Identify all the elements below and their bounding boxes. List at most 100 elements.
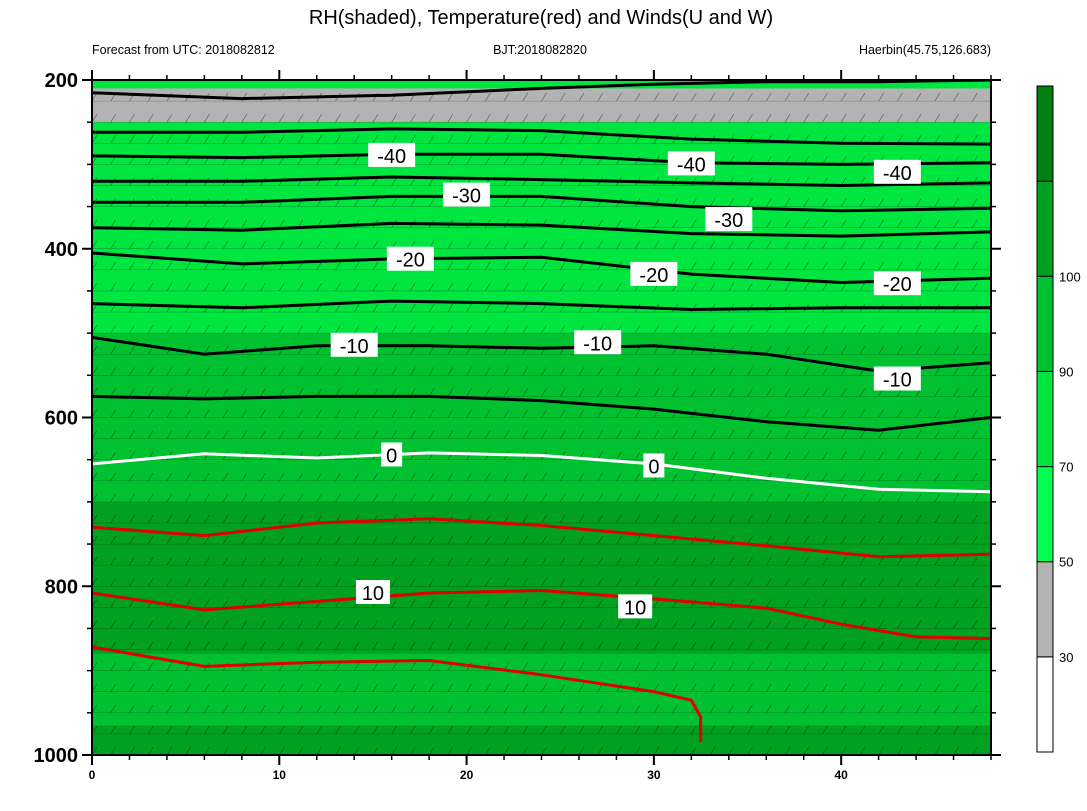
wind-barb	[410, 746, 416, 755]
wind-barb	[353, 198, 360, 207]
wind-barb	[616, 219, 622, 228]
wind-barb	[859, 662, 866, 671]
wind-barb	[391, 725, 397, 735]
x-tick-label: 10	[273, 768, 287, 782]
wind-barb	[316, 556, 323, 566]
wind-barb	[428, 282, 435, 292]
wind-barb	[803, 240, 809, 249]
wind-barb	[934, 725, 941, 735]
wind-barb	[672, 493, 678, 503]
wind-barb	[485, 493, 491, 503]
wind-barb	[934, 282, 941, 292]
wind-barb	[222, 556, 229, 566]
wind-barb	[728, 578, 735, 587]
wind-barb	[915, 535, 922, 545]
wind-barb	[822, 367, 828, 376]
wind-barb	[279, 430, 285, 439]
wind-barb	[147, 261, 154, 271]
wind-barb	[428, 156, 435, 165]
wind-barb	[447, 430, 454, 439]
wind-barb	[316, 662, 323, 671]
wind-barb	[185, 409, 191, 418]
wind-barb	[803, 219, 809, 228]
wind-barb	[765, 514, 772, 524]
wind-barb	[353, 430, 360, 439]
wind-barb	[972, 92, 978, 102]
wind-barb	[522, 556, 529, 566]
wind-barb	[747, 641, 753, 650]
wind-barb	[316, 324, 323, 334]
wind-barb	[485, 114, 491, 123]
wind-barb	[840, 198, 847, 207]
wind-barb	[915, 704, 922, 713]
wind-barb	[222, 578, 229, 587]
wind-barb	[578, 430, 585, 439]
wind-barb	[410, 409, 416, 418]
wind-barb	[353, 641, 360, 650]
wind-barb	[129, 324, 135, 334]
wind-barb	[578, 367, 585, 376]
colorbar-swatch	[1036, 466, 1054, 563]
wind-barb	[822, 198, 828, 207]
wind-barb	[335, 261, 341, 271]
wind-barb	[541, 240, 547, 249]
wind-barb	[297, 114, 304, 123]
wind-barb	[485, 303, 491, 313]
wind-barb	[840, 451, 847, 460]
wind-barb	[372, 535, 379, 545]
wind-barb	[784, 346, 791, 355]
wind-barb	[503, 261, 510, 271]
bjt-subtitle: BJT:2018082820	[493, 43, 587, 57]
wind-barb	[953, 493, 959, 503]
wind-barb	[222, 240, 229, 249]
wind-barb	[222, 704, 229, 713]
wind-barb	[391, 704, 397, 713]
wind-barb	[410, 662, 416, 671]
wind-barb	[428, 430, 435, 439]
wind-barb	[597, 92, 603, 102]
wind-barb	[485, 240, 491, 249]
wind-barb	[166, 409, 173, 418]
wind-barb	[934, 556, 941, 566]
wind-barb	[578, 599, 585, 608]
wind-barb	[934, 388, 941, 397]
wind-barb	[447, 156, 454, 165]
wind-barb	[672, 114, 678, 123]
wind-barb	[709, 472, 716, 481]
wind-barb	[279, 704, 285, 713]
wind-barb	[691, 662, 697, 671]
wind-barb	[166, 114, 173, 123]
wind-barb	[260, 409, 266, 418]
wind-barb	[279, 641, 285, 650]
wind-barb	[897, 683, 903, 692]
wind-barb	[728, 683, 735, 692]
wind-barb	[541, 324, 547, 334]
wind-barb	[466, 156, 472, 165]
wind-barb	[728, 451, 735, 460]
wind-barb	[616, 746, 622, 755]
colorbar-swatch	[1036, 561, 1054, 658]
wind-barb	[822, 451, 828, 460]
wind-barb	[353, 704, 360, 713]
wind-barb	[185, 430, 191, 439]
wind-barb	[559, 683, 566, 692]
wind-barb	[597, 493, 603, 503]
wind-barb	[260, 683, 266, 692]
wind-barb	[672, 514, 678, 524]
wind-barb	[878, 430, 884, 439]
wind-barb	[541, 92, 547, 102]
wind-barb	[691, 493, 697, 503]
wind-barb	[747, 198, 753, 207]
wind-barb	[147, 367, 154, 376]
wind-barb	[391, 409, 397, 418]
wind-barb	[747, 92, 753, 102]
wind-barb	[316, 367, 323, 376]
wind-barb	[765, 704, 772, 713]
wind-barb	[260, 219, 266, 228]
wind-barb	[297, 430, 304, 439]
wind-barb	[653, 219, 660, 228]
wind-barb	[335, 303, 341, 313]
wind-barb	[485, 556, 491, 566]
wind-barb	[503, 599, 510, 608]
wind-barb	[316, 704, 323, 713]
